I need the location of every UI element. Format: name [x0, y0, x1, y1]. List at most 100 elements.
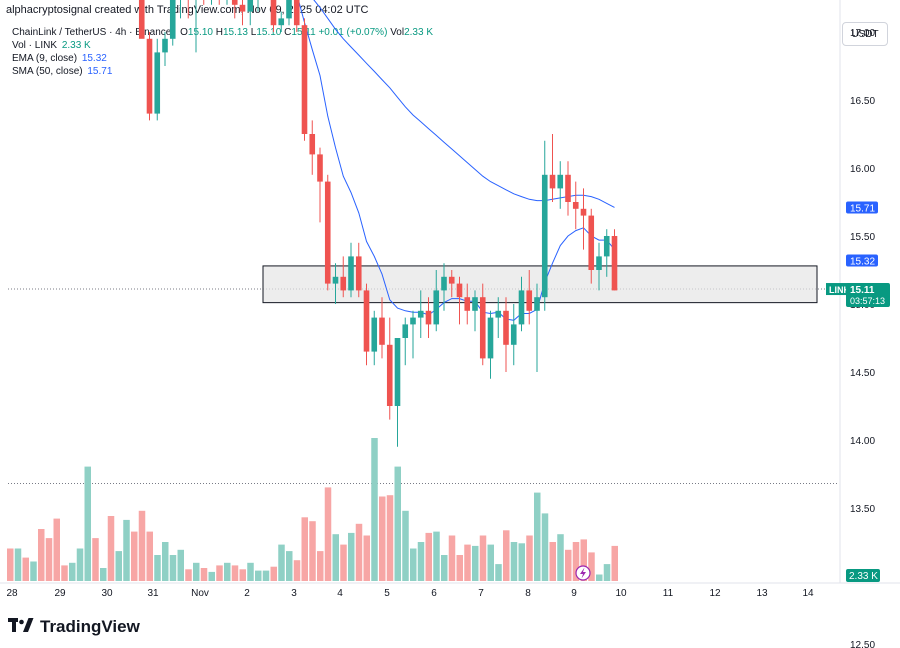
- candle-body: [572, 202, 579, 209]
- price-tick: 14.50: [850, 368, 875, 379]
- volume-bar: [580, 539, 587, 581]
- volume-bar: [355, 523, 363, 581]
- legend-high-label: H: [215, 27, 223, 38]
- ema-price-label-bg: [846, 254, 878, 267]
- candle-body: [278, 18, 285, 26]
- candle-body: [464, 297, 471, 311]
- price-tick: 16.50: [850, 96, 875, 107]
- legend-symbol[interactable]: ChainLink / TetherUS · 4h · Binance: [12, 27, 172, 38]
- candle-body: [371, 317, 378, 352]
- volume-bar: [410, 548, 417, 581]
- volume-bar: [456, 555, 463, 581]
- time-tick: 2: [244, 588, 250, 599]
- candle-body: [247, 0, 254, 12]
- candle-body: [580, 208, 587, 216]
- legend-sma-label: SMA (50, close): [12, 66, 83, 77]
- candle-body: [309, 134, 316, 155]
- candle-body: [402, 324, 409, 338]
- volume-bar: [572, 542, 580, 581]
- time-tick: 13: [756, 588, 768, 599]
- candle-body: [301, 25, 308, 135]
- volume-bar: [38, 529, 45, 581]
- volume-bar: [61, 565, 68, 581]
- candle-body: [557, 174, 564, 189]
- volume-bar: [379, 496, 386, 581]
- volume-bar: [464, 544, 471, 581]
- candle-body: [355, 256, 362, 291]
- legend-ema-value: 15.32: [81, 53, 107, 64]
- volume-bar: [45, 538, 53, 581]
- price-tick: 14.00: [850, 436, 875, 447]
- candle-body: [526, 290, 533, 311]
- time-tick: 3: [291, 588, 297, 599]
- volume-bar: [301, 517, 308, 581]
- volume-bar: [510, 542, 518, 581]
- volume-bar: [185, 569, 192, 581]
- volume-bar: [317, 551, 324, 581]
- candle-body: [596, 256, 602, 270]
- volume-bar: [92, 538, 99, 581]
- candle-body: [154, 52, 161, 114]
- price-tick: 16.00: [850, 164, 875, 175]
- volume-bar: [293, 560, 301, 581]
- candle-body: [363, 290, 370, 352]
- volume-bar: [146, 531, 153, 581]
- candle-body: [510, 324, 517, 345]
- legend-ema-label: EMA (9, close): [12, 53, 78, 64]
- currency-button[interactable]: USDT: [842, 22, 888, 46]
- attribution: alphacryptosignal created with TradingVi…: [6, 4, 369, 16]
- volume-bar: [115, 551, 122, 581]
- volume-bar: [177, 549, 184, 581]
- candle-body: [270, 0, 277, 26]
- volume-bar: [169, 555, 177, 581]
- volume-bar: [557, 534, 564, 581]
- volume-bar: [394, 466, 401, 581]
- time-tick: 14: [802, 588, 814, 599]
- time-tick: 4: [337, 588, 343, 599]
- legend-open-label: O: [180, 27, 188, 38]
- time-tick: 30: [101, 588, 113, 599]
- volume-label: 2.33 K: [849, 571, 878, 582]
- candle-body: [541, 174, 548, 298]
- volume-bar: [518, 543, 525, 581]
- candle-body: [348, 256, 354, 291]
- volume-bar: [603, 564, 611, 581]
- volume-bar: [433, 531, 440, 581]
- candle-body: [386, 344, 393, 406]
- legend-volume-value: 2.33 K: [61, 40, 91, 51]
- last-price-label: 15.11: [850, 285, 875, 296]
- volume-bar: [541, 513, 549, 581]
- volume-bar: [262, 570, 270, 581]
- time-tick: 10: [615, 588, 627, 599]
- candle-body: [286, 0, 292, 19]
- last-price-label-bg: [846, 283, 890, 308]
- legend-volume-label: Vol · LINK: [12, 40, 58, 51]
- volume-bar: [487, 544, 494, 581]
- time-tick: 28: [6, 588, 18, 599]
- legend-low: 15.10: [256, 27, 282, 38]
- volume-bar: [286, 551, 293, 581]
- candle-body: [293, 0, 300, 26]
- volume-bar: [30, 561, 37, 581]
- volume-bar: [84, 466, 91, 581]
- volume-bar: [14, 548, 22, 581]
- volume-bar: [565, 549, 572, 581]
- volume-bar: [340, 544, 347, 581]
- candle-body: [417, 310, 424, 318]
- volume-bar: [549, 542, 556, 581]
- sma-50-line: [313, 0, 615, 208]
- volume-bar: [7, 548, 14, 581]
- volume-bar: [448, 535, 456, 581]
- volume-bar: [611, 545, 618, 581]
- candle-body: [456, 283, 463, 298]
- legend-sma-row[interactable]: SMA (50, close) 15.71: [12, 65, 433, 78]
- volume-bar: [588, 552, 595, 581]
- volume-bar: [193, 562, 200, 581]
- legend-ema-row[interactable]: EMA (9, close) 15.32: [12, 52, 433, 65]
- legend-volume-row[interactable]: Vol · LINK 2.33 K: [12, 39, 433, 52]
- time-tick: 8: [525, 588, 531, 599]
- candle-body: [425, 310, 432, 325]
- volume-bar: [76, 548, 84, 581]
- candle-body: [603, 236, 610, 257]
